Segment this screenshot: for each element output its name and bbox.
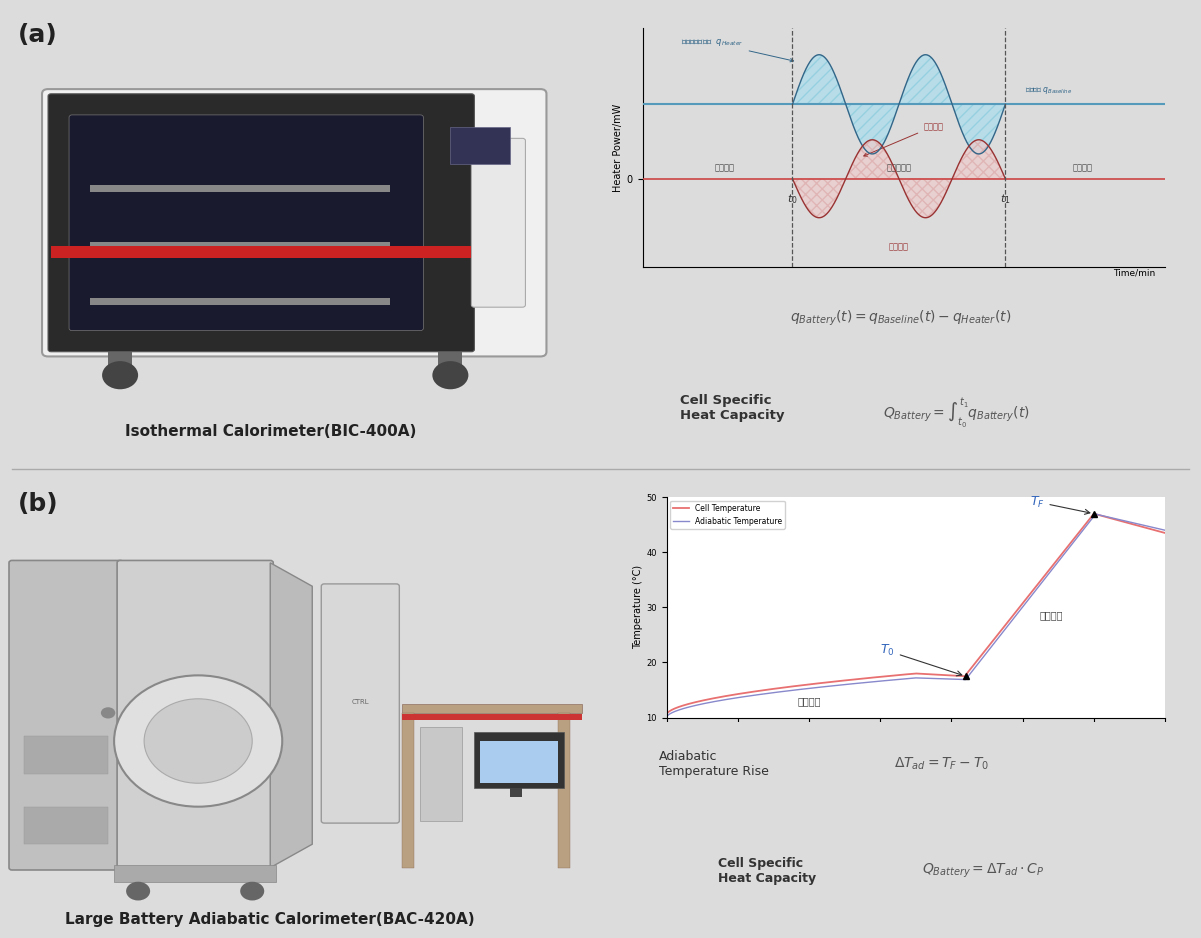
FancyBboxPatch shape — [48, 94, 474, 352]
Circle shape — [126, 882, 150, 900]
FancyBboxPatch shape — [70, 115, 423, 331]
X-axis label: Time (min): Time (min) — [889, 739, 943, 749]
Cell Temperature — [1087, 508, 1101, 520]
Cell Temperature — [659, 709, 674, 720]
FancyBboxPatch shape — [472, 138, 526, 308]
Legend: Cell Temperature, Adiabatic Temperature: Cell Temperature, Adiabatic Temperature — [670, 501, 785, 529]
Text: CTRL: CTRL — [352, 699, 369, 704]
Bar — [420, 727, 462, 821]
Text: $q_{Battery}(t) = q_{Baseline}(t) - q_{Heater}(t)$: $q_{Battery}(t) = q_{Baseline}(t) - q_{H… — [790, 309, 1011, 328]
Circle shape — [101, 707, 115, 719]
Bar — [90, 186, 390, 192]
Text: 加热片输出功率  $q_{Heater}$: 加热片输出功率 $q_{Heater}$ — [681, 38, 794, 62]
Bar — [402, 715, 582, 720]
Text: Adiabatic
Temperature Rise: Adiabatic Temperature Rise — [659, 749, 769, 778]
Bar — [114, 865, 276, 882]
Text: 基线阶段: 基线阶段 — [797, 696, 820, 705]
FancyBboxPatch shape — [322, 583, 399, 824]
Adiabatic Temperature — [872, 675, 886, 687]
Text: $T_F$: $T_F$ — [1029, 494, 1089, 514]
Line: Cell Temperature: Cell Temperature — [667, 514, 1165, 715]
Cell Temperature — [1094, 510, 1109, 522]
Cell Temperature — [1158, 527, 1172, 538]
Bar — [510, 788, 522, 797]
Adiabatic Temperature — [1148, 522, 1163, 534]
Text: $T_0$: $T_0$ — [880, 643, 962, 675]
Text: Large Battery Adiabatic Calorimeter(BAC-420A): Large Battery Adiabatic Calorimeter(BAC-… — [65, 912, 476, 927]
Bar — [402, 713, 414, 868]
Line: Adiabatic Temperature: Adiabatic Temperature — [667, 514, 1165, 718]
Bar — [90, 298, 390, 305]
Bar — [480, 741, 558, 783]
Text: Cell Specific
Heat Capacity: Cell Specific Heat Capacity — [680, 394, 784, 422]
FancyBboxPatch shape — [118, 561, 274, 870]
Bar — [90, 242, 390, 249]
Text: 基线阶段: 基线阶段 — [1072, 163, 1093, 172]
Bar — [438, 352, 462, 375]
Text: $Q_{Battery} = \Delta T_{ad} \cdot C_P$: $Q_{Battery} = \Delta T_{ad} \cdot C_P$ — [922, 862, 1044, 880]
Bar — [108, 352, 132, 375]
Text: 吸热功率: 吸热功率 — [889, 243, 909, 251]
Bar — [558, 713, 570, 868]
Cell Temperature — [716, 691, 730, 703]
Cell Temperature — [850, 673, 865, 685]
Text: Isothermal Calorimeter(BIC-400A): Isothermal Calorimeter(BIC-400A) — [125, 424, 416, 439]
Adiabatic Temperature — [1158, 524, 1172, 536]
Text: Cell Specific
Heat Capacity: Cell Specific Heat Capacity — [718, 856, 817, 885]
Text: 放热功率: 放热功率 — [864, 122, 943, 157]
Circle shape — [102, 361, 138, 389]
FancyBboxPatch shape — [42, 89, 546, 356]
Text: 充电阶段: 充电阶段 — [1039, 611, 1063, 620]
Text: 基线阶段: 基线阶段 — [715, 163, 735, 172]
Circle shape — [240, 882, 264, 900]
Bar — [402, 704, 582, 713]
Bar — [24, 736, 108, 774]
Adiabatic Temperature — [746, 689, 760, 701]
Adiabatic Temperature — [1094, 510, 1109, 522]
Text: 基线功率 $q_{Baseline}$: 基线功率 $q_{Baseline}$ — [1024, 85, 1071, 96]
Adiabatic Temperature — [716, 694, 730, 705]
Bar — [24, 807, 108, 844]
Y-axis label: Heater Power/mW: Heater Power/mW — [613, 103, 622, 192]
Bar — [450, 127, 510, 164]
Text: (a): (a) — [18, 23, 58, 48]
Cell Temperature — [746, 686, 760, 697]
Cell Temperature — [872, 672, 886, 683]
Text: $Q_{Battery} = \int_{t_0}^{t_1} q_{Battery}(t)$: $Q_{Battery} = \int_{t_0}^{t_1} q_{Batte… — [883, 396, 1029, 430]
Circle shape — [144, 699, 252, 783]
Text: $t_0$: $t_0$ — [787, 191, 797, 205]
Adiabatic Temperature — [850, 677, 865, 688]
Polygon shape — [270, 563, 312, 868]
Text: $t_1$: $t_1$ — [1000, 191, 1010, 205]
Circle shape — [114, 675, 282, 807]
FancyBboxPatch shape — [10, 561, 124, 870]
Text: 充放电阶段: 充放电阶段 — [886, 163, 912, 172]
Text: $\Delta T_{ad} = T_F - T_0$: $\Delta T_{ad} = T_F - T_0$ — [895, 755, 990, 772]
Bar — [50, 247, 472, 258]
Y-axis label: Temperature (°C): Temperature (°C) — [633, 566, 644, 649]
Adiabatic Temperature — [659, 712, 674, 723]
Text: (b): (b) — [18, 492, 59, 517]
Circle shape — [432, 361, 468, 389]
Text: Time/min: Time/min — [1113, 269, 1155, 278]
Bar — [474, 732, 564, 788]
Adiabatic Temperature — [1087, 508, 1101, 520]
Cell Temperature — [1148, 524, 1163, 536]
